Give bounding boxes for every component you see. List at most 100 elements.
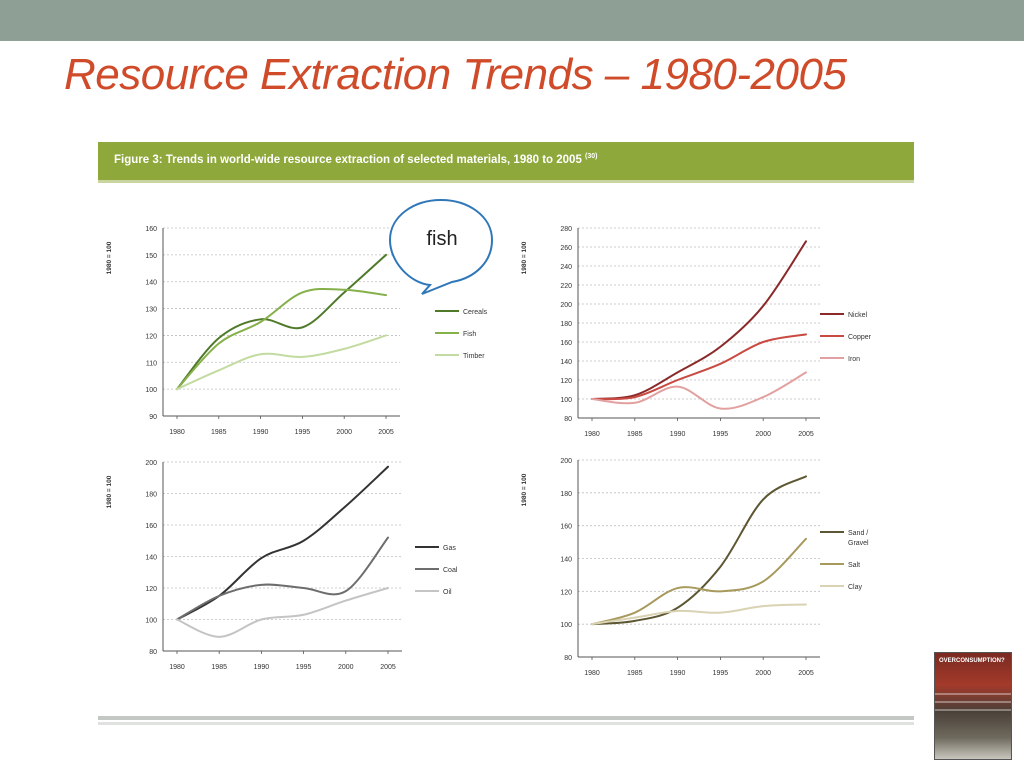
series-line-sand-gravel: [591, 475, 807, 626]
legend-label: Gravel: [848, 540, 869, 547]
x-tick-label: 2005: [798, 670, 814, 677]
x-tick-label: 2005: [798, 431, 814, 438]
y-axis-label: 1980 = 100: [521, 473, 528, 506]
y-tick-label: 120: [145, 586, 157, 593]
x-tick-label: 1985: [627, 431, 643, 438]
series-line-copper: [591, 333, 807, 401]
x-tick-label: 1980: [584, 431, 600, 438]
y-tick-label: 160: [145, 226, 157, 233]
x-tick-label: 2000: [755, 431, 771, 438]
y-tick-label: 110: [146, 360, 157, 367]
y-tick-label: 90: [149, 414, 157, 421]
series-line-oil: [176, 587, 389, 638]
book-cover-title: OVERCONSUMPTION?: [939, 658, 1005, 664]
y-tick-label: 120: [560, 589, 572, 596]
top-bar: [0, 0, 1024, 41]
x-tick-label: 1990: [254, 664, 270, 671]
legend-label: Salt: [848, 562, 860, 569]
legend-label: Oil: [443, 589, 452, 596]
y-tick-label: 160: [560, 340, 572, 347]
legend-label: Coal: [443, 567, 458, 574]
legend-label: Copper: [848, 334, 872, 341]
y-tick-label: 130: [145, 307, 157, 314]
y-tick-label: 160: [560, 524, 572, 531]
legend-label: Iron: [848, 356, 860, 363]
y-tick-label: 200: [145, 460, 157, 467]
x-tick-label: 1990: [670, 431, 686, 438]
y-tick-label: 140: [560, 359, 572, 366]
figure-caption-ref: (30): [585, 153, 598, 160]
series-line-coal: [176, 536, 389, 621]
x-tick-label: 1980: [169, 429, 185, 436]
y-tick-label: 80: [564, 655, 572, 662]
x-tick-label: 1995: [295, 429, 311, 436]
x-tick-label: 1995: [713, 431, 729, 438]
y-tick-label: 180: [560, 321, 572, 328]
y-tick-label: 140: [145, 280, 157, 287]
y-tick-label: 160: [145, 523, 157, 530]
y-tick-label: 100: [145, 618, 157, 625]
book-cover-image: OVERCONSUMPTION?: [934, 652, 1012, 760]
x-tick-label: 2000: [338, 664, 354, 671]
x-tick-label: 1995: [713, 670, 729, 677]
legend-label: Nickel: [848, 312, 868, 319]
y-tick-label: 80: [149, 649, 157, 656]
y-tick-label: 200: [560, 302, 572, 309]
x-tick-label: 1995: [296, 664, 312, 671]
x-tick-label: 1990: [253, 429, 269, 436]
bottom-rule: [98, 716, 914, 720]
y-tick-label: 140: [560, 557, 572, 564]
y-tick-label: 260: [560, 245, 572, 252]
x-tick-label: 2005: [380, 664, 396, 671]
callout-text: fish: [426, 228, 458, 250]
y-tick-label: 280: [560, 226, 572, 233]
y-tick-label: 240: [560, 264, 572, 271]
series-line-iron: [591, 371, 807, 410]
legend-label: Cereals: [463, 309, 488, 316]
legend-label: Timber: [463, 353, 485, 360]
legend-label: Clay: [848, 584, 863, 591]
y-tick-label: 150: [145, 253, 157, 260]
callout-bubble-shape: [388, 198, 494, 295]
y-tick-label: 100: [560, 622, 572, 629]
x-tick-label: 1985: [211, 664, 227, 671]
y-axis-label: 1980 = 100: [521, 241, 528, 274]
slide-title: Resource Extraction Trends – 1980-2005: [64, 50, 847, 99]
figure-caption: Figure 3: Trends in world-wide resource …: [114, 153, 598, 166]
legend-label: Sand /: [848, 530, 868, 537]
series-line-nickel: [591, 240, 807, 400]
y-tick-label: 200: [560, 458, 572, 465]
x-tick-label: 1980: [169, 664, 185, 671]
cover-stripe: [935, 701, 1011, 703]
y-tick-label: 120: [145, 333, 157, 340]
x-tick-label: 2000: [755, 670, 771, 677]
x-tick-label: 2005: [378, 429, 394, 436]
series-line-fish: [176, 287, 387, 391]
y-axis-label: 1980 = 100: [106, 475, 113, 508]
y-axis-label: 1980 = 100: [106, 241, 113, 274]
x-tick-label: 2000: [336, 429, 352, 436]
series-line-salt: [591, 537, 807, 626]
series-line-clay: [591, 603, 807, 626]
y-tick-label: 100: [560, 397, 572, 404]
y-tick-label: 80: [564, 416, 572, 423]
figure-caption-text: Figure 3: Trends in world-wide resource …: [114, 153, 582, 166]
y-tick-label: 120: [560, 378, 572, 385]
figure-banner: Figure 3: Trends in world-wide resource …: [98, 142, 914, 183]
legend-label: Fish: [463, 331, 476, 338]
bottom-rule-secondary: [98, 722, 914, 725]
y-tick-label: 140: [145, 555, 157, 562]
y-tick-label: 180: [145, 492, 157, 499]
series-line-timber: [176, 334, 387, 391]
x-tick-label: 1990: [670, 670, 686, 677]
cover-stripe: [935, 693, 1011, 695]
x-tick-label: 1985: [627, 670, 643, 677]
y-tick-label: 220: [560, 283, 572, 290]
legend-label: Gas: [443, 545, 456, 552]
cover-stripe: [935, 709, 1011, 711]
